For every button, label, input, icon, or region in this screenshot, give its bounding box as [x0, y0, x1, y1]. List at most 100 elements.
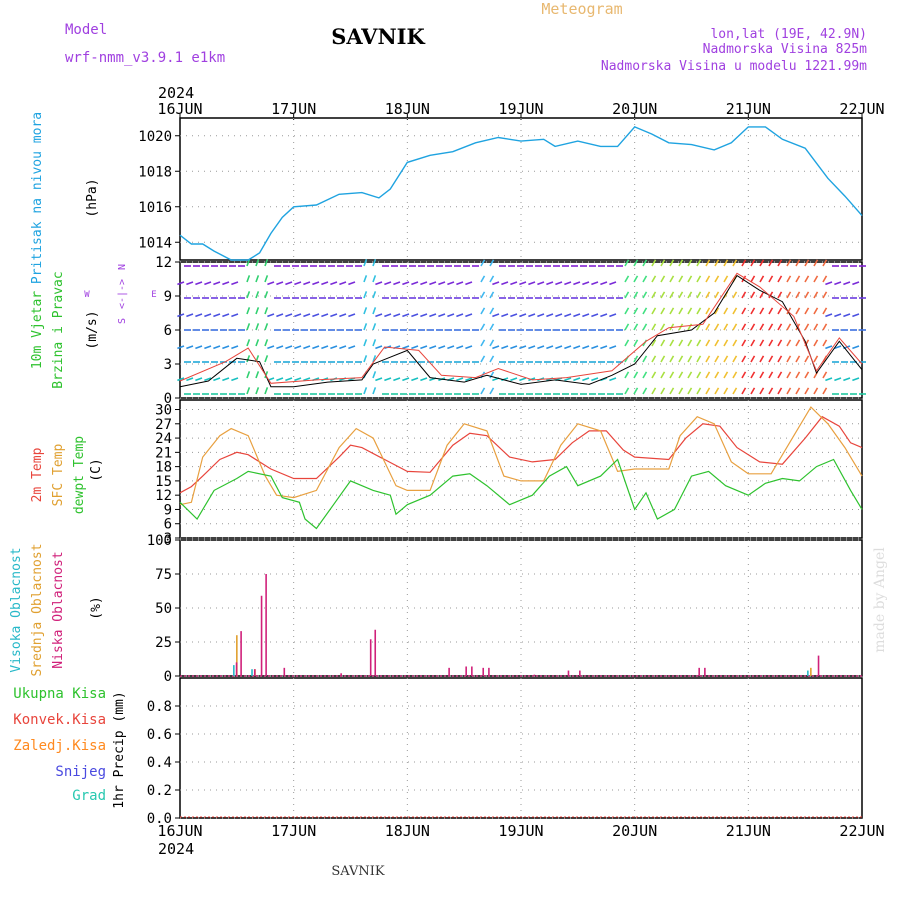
wind-barb: [852, 345, 860, 350]
wind-barb: [705, 323, 711, 331]
wind-barb: [372, 259, 377, 267]
compass-n-label: N: [117, 264, 128, 270]
wind-barb: [456, 345, 464, 350]
sfc-temp-line: [179, 406, 863, 506]
wind-barb: [777, 291, 783, 299]
wind-barb: [741, 387, 747, 395]
wind-barb: [714, 387, 720, 395]
wind-barb: [204, 281, 212, 286]
wind-barb: [591, 281, 599, 286]
wind-barb: [651, 275, 657, 283]
y-tick-label: 1020: [138, 129, 172, 145]
temp-unit: (C): [89, 458, 104, 481]
wind-barb: [285, 345, 293, 350]
wind-barb: [768, 371, 774, 379]
wind-barb: [786, 387, 792, 395]
compass-arrow-label: <-|->: [117, 279, 128, 309]
precip-unit: 1hr Precip (mm): [112, 691, 127, 808]
wind-speed-line: [179, 274, 863, 388]
wind-barb: [456, 377, 464, 382]
wind-barb: [204, 313, 212, 318]
y-tick-label: 25: [155, 635, 172, 651]
wind-barb: [777, 307, 783, 315]
time-label-bottom: 20JUN: [612, 822, 657, 840]
precip-legend: Ukupna Kisa Konvek.Kisa Zaledj.Kisa Snijeg G…: [13, 686, 106, 804]
wind-barb: [633, 387, 639, 395]
wind-barb: [609, 345, 617, 350]
wind-barb: [609, 281, 617, 286]
wind-barb: [795, 291, 801, 299]
wind-barb: [546, 345, 554, 350]
wind-barb: [465, 313, 473, 318]
wind-barb: [375, 377, 383, 382]
time-label-top: 21JUN: [726, 100, 771, 118]
wind-barb: [750, 275, 756, 283]
wind-barb: [264, 307, 269, 315]
wind-barb: [834, 345, 842, 350]
wind-barb: [348, 345, 356, 350]
wind-barb: [777, 387, 783, 395]
wind-barb: [759, 291, 765, 299]
wind-barb: [723, 259, 729, 267]
wind-barb: [687, 323, 693, 331]
wind-barb: [768, 275, 774, 283]
wind-barb: [813, 259, 819, 267]
wind-barb: [651, 339, 657, 347]
wind-barb: [411, 377, 419, 382]
temp-ylabel-a: 2m Temp: [30, 447, 45, 502]
wind-barb: [732, 387, 738, 395]
wind-barb: [231, 377, 239, 382]
wind-barb: [723, 275, 729, 283]
wind-barb: [465, 377, 473, 382]
temp-ylabel-c: dewpt Temp: [72, 436, 87, 514]
time-label-bottom: 16JUN: [157, 822, 202, 840]
meteogram-label: Meteogram: [541, 0, 622, 18]
wind-barb: [825, 377, 833, 382]
panels: [179, 117, 863, 819]
wind-barb: [501, 281, 509, 286]
y-tick-label: 24: [155, 431, 172, 447]
wind-barb: [660, 339, 666, 347]
wind-barb: [669, 275, 675, 283]
wind-barb: [609, 377, 617, 382]
wind-barb: [732, 371, 738, 379]
y-tick-label: 0: [164, 669, 172, 685]
wind-barb: [438, 313, 446, 318]
wind-barb: [660, 371, 666, 379]
wind-barb: [489, 291, 495, 299]
wind-barb: [510, 313, 518, 318]
time-label-bottom: 19JUN: [498, 822, 543, 840]
wind-barb: [642, 371, 648, 379]
wind-barb: [813, 339, 819, 347]
y-tick-label: 1016: [138, 200, 172, 216]
wind-barb: [222, 377, 230, 382]
wind-barb: [696, 307, 702, 315]
wind-barb: [222, 345, 230, 350]
y-tick-label: 12: [155, 488, 172, 504]
wind-barb: [687, 291, 693, 299]
wind-barb: [750, 259, 756, 267]
wind-barb: [402, 313, 410, 318]
y-tick-label: 0.6: [147, 727, 172, 743]
wind-barb: [723, 323, 729, 331]
y-tick-label: 6: [164, 517, 172, 533]
wind-barb: [705, 339, 711, 347]
wind-barb: [264, 275, 269, 283]
wind-barb: [687, 259, 693, 267]
wind-barb: [573, 345, 581, 350]
wind-barb: [714, 323, 720, 331]
time-label-top: 17JUN: [271, 100, 316, 118]
wind-barb: [651, 371, 657, 379]
wind-barb: [195, 281, 203, 286]
time-label-top: 20JUN: [612, 100, 657, 118]
wind-barb: [267, 281, 275, 286]
y-tick-label: 0.4: [147, 755, 172, 771]
wind-barb: [750, 323, 756, 331]
wind-barb: [213, 313, 221, 318]
wind-barb: [363, 387, 368, 395]
wind-barb: [510, 377, 518, 382]
wind-barb: [393, 377, 401, 382]
wind-barb: [372, 355, 377, 363]
wind-barb: [480, 291, 486, 299]
wind-barb: [651, 387, 657, 395]
